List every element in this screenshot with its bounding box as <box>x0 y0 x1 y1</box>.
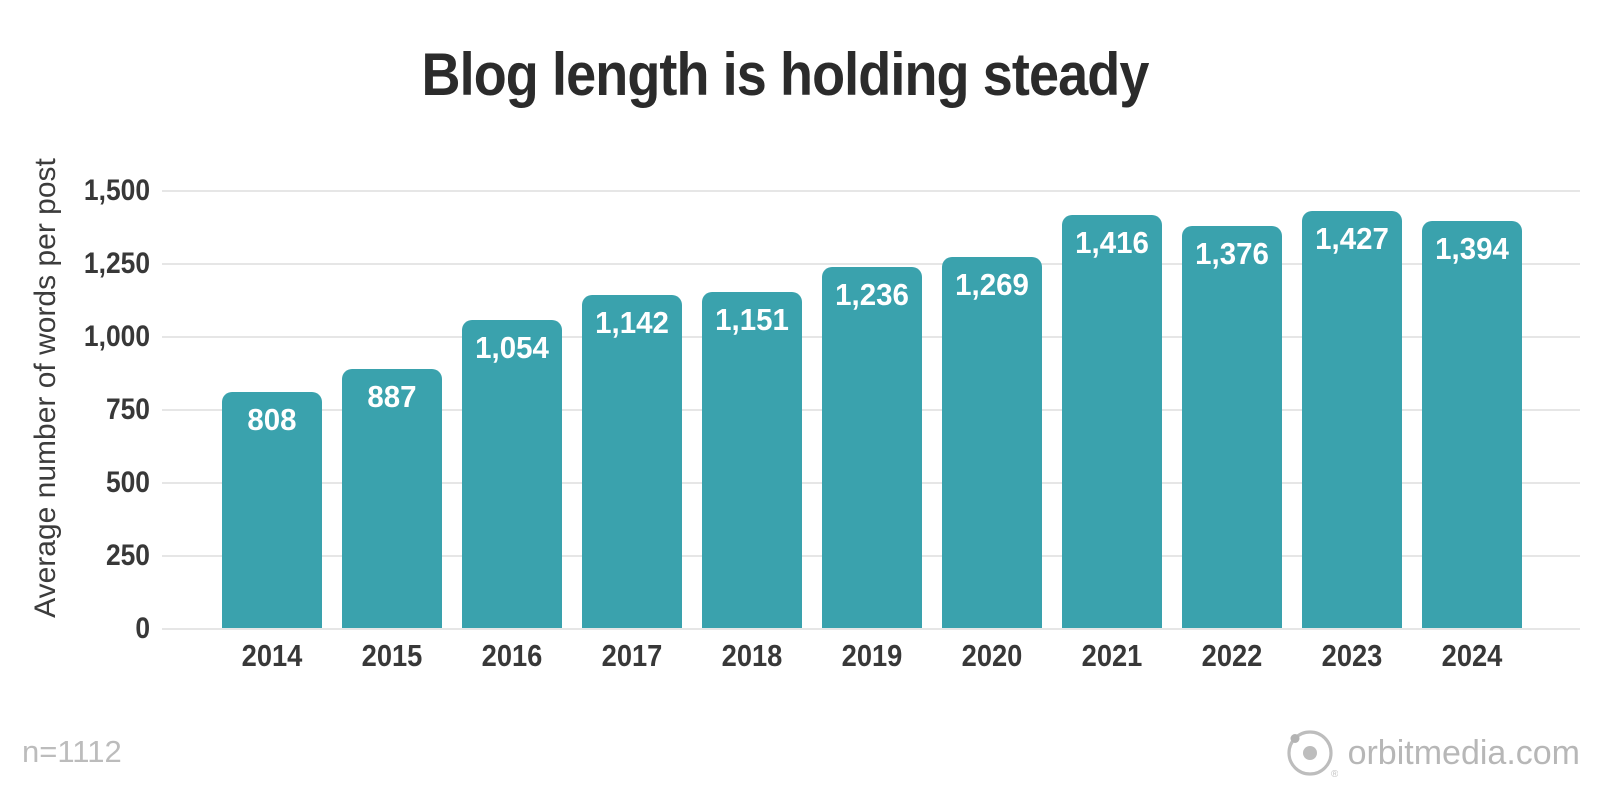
bar-value-label-2022: 1,376 <box>1195 236 1269 271</box>
gridline-1250 <box>162 263 1580 265</box>
bar-value-label-2020: 1,269 <box>955 267 1029 302</box>
bar-2019: 1,236 <box>822 267 922 628</box>
x-tick-label-2017: 2017 <box>601 638 663 673</box>
chart-title: Blog length is holding steady <box>421 41 1150 108</box>
bar-value-label-2017: 1,142 <box>595 305 669 340</box>
x-tick-label-2020: 2020 <box>961 638 1023 673</box>
bar-value-label-2014: 808 <box>247 402 297 437</box>
x-tick-label-2022: 2022 <box>1201 638 1263 673</box>
bar-2017: 1,142 <box>582 295 682 628</box>
y-tick-label-0: 0 <box>135 612 150 645</box>
y-tick-label-1500: 1,500 <box>83 174 150 207</box>
bar-2024: 1,394 <box>1422 221 1522 628</box>
gridline-0 <box>162 628 1580 630</box>
x-tick-label-2014: 2014 <box>241 638 303 673</box>
x-tick-label-2016: 2016 <box>481 638 543 673</box>
x-tick-label-2018: 2018 <box>721 638 783 673</box>
bar-value-label-2021: 1,416 <box>1075 225 1149 260</box>
bar-value-label-2018: 1,151 <box>715 302 789 337</box>
y-tick-label-1000: 1,000 <box>83 320 150 353</box>
bar-2016: 1,054 <box>462 320 562 628</box>
bar-2023: 1,427 <box>1302 211 1402 628</box>
y-tick-label-250: 250 <box>105 539 150 572</box>
bar-value-label-2024: 1,394 <box>1435 231 1509 266</box>
bar-2014: 808 <box>222 392 322 628</box>
y-tick-label-750: 750 <box>105 393 150 426</box>
bar-value-label-2015: 887 <box>367 379 417 414</box>
sample-size-note: n=1112 <box>22 734 122 769</box>
bar-2015: 887 <box>342 369 442 628</box>
y-tick-label-500: 500 <box>105 466 150 499</box>
x-tick-label-2024: 2024 <box>1441 638 1503 673</box>
x-tick-label-2015: 2015 <box>361 638 423 673</box>
branding-footer: ® orbitmedia.com <box>1284 726 1580 780</box>
bar-value-label-2016: 1,054 <box>475 330 549 365</box>
y-tick-label-1250: 1,250 <box>83 247 150 280</box>
bar-2018: 1,151 <box>702 292 802 628</box>
bar-value-label-2019: 1,236 <box>835 277 909 312</box>
bar-2022: 1,376 <box>1182 226 1282 628</box>
x-tick-label-2021: 2021 <box>1081 638 1143 673</box>
x-tick-label-2023: 2023 <box>1321 638 1383 673</box>
x-tick-label-2019: 2019 <box>841 638 903 673</box>
orbit-logo-icon: ® <box>1286 730 1338 780</box>
bar-2021: 1,416 <box>1062 215 1162 628</box>
gridline-1500 <box>162 190 1580 192</box>
bar-2020: 1,269 <box>942 257 1042 628</box>
svg-text:®: ® <box>1331 769 1338 780</box>
bar-value-label-2023: 1,427 <box>1315 221 1389 256</box>
site-label: orbitmedia.com <box>1347 733 1580 772</box>
